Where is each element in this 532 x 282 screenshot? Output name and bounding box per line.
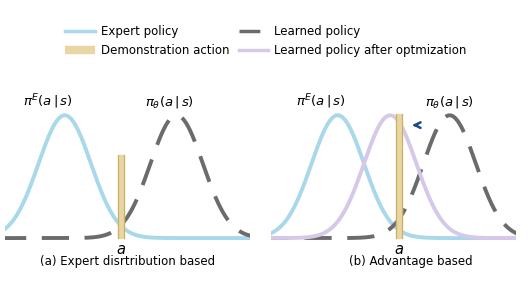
Text: $a$: $a$ bbox=[115, 242, 126, 257]
Legend: Expert policy, Demonstration action, Learned policy, Learned policy after optmiz: Expert policy, Demonstration action, Lea… bbox=[65, 25, 467, 57]
Text: $\pi_{\theta}(a\,|\,s)$: $\pi_{\theta}(a\,|\,s)$ bbox=[425, 94, 474, 110]
Text: $\pi^{E}(a\,|\,s)$: $\pi^{E}(a\,|\,s)$ bbox=[296, 92, 345, 111]
Text: (a) Expert disrtribution based: (a) Expert disrtribution based bbox=[40, 255, 215, 268]
Text: $\pi^{E}(a\,|\,s)$: $\pi^{E}(a\,|\,s)$ bbox=[23, 92, 72, 111]
Text: $\pi_{\theta}(a\,|\,s)$: $\pi_{\theta}(a\,|\,s)$ bbox=[145, 94, 194, 110]
Text: $a$: $a$ bbox=[394, 242, 404, 257]
Text: (b) Advantage based: (b) Advantage based bbox=[350, 255, 473, 268]
